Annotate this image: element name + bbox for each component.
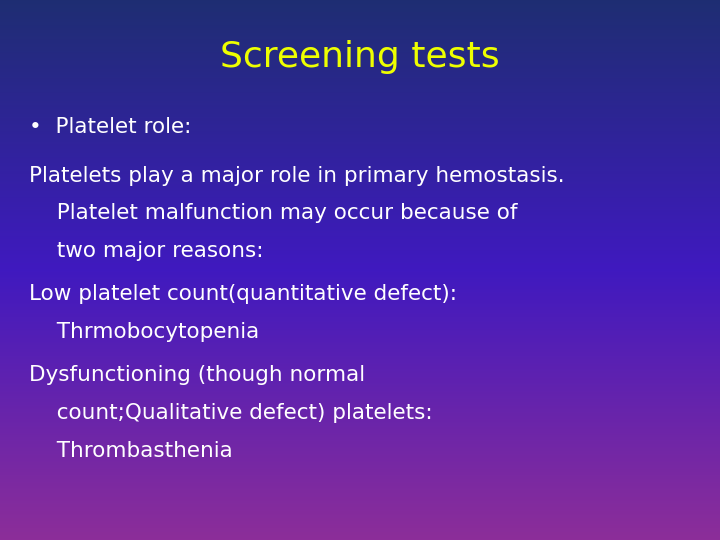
Text: Thrombasthenia: Thrombasthenia xyxy=(43,441,233,461)
Text: Low platelet count(quantitative defect):: Low platelet count(quantitative defect): xyxy=(29,284,456,305)
Text: Dysfunctioning (though normal: Dysfunctioning (though normal xyxy=(29,365,365,386)
Text: Platelets play a major role in primary hemostasis.: Platelets play a major role in primary h… xyxy=(29,165,564,186)
Text: Thrmobocytopenia: Thrmobocytopenia xyxy=(43,322,259,342)
Text: count;Qualitative defect) platelets:: count;Qualitative defect) platelets: xyxy=(43,403,433,423)
Text: Platelet malfunction may occur because of: Platelet malfunction may occur because o… xyxy=(43,203,518,224)
Text: two major reasons:: two major reasons: xyxy=(43,241,264,261)
Text: Screening tests: Screening tests xyxy=(220,40,500,73)
Text: •  Platelet role:: • Platelet role: xyxy=(29,117,192,137)
